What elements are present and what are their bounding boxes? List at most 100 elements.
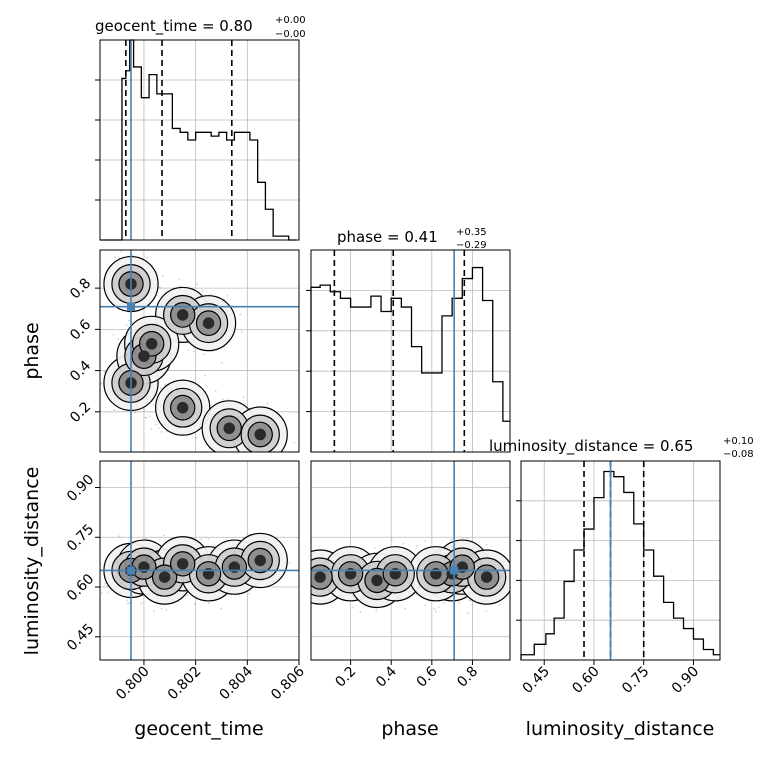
scatter-point	[125, 324, 128, 327]
scatter-point	[163, 383, 166, 386]
scatter-point	[438, 606, 440, 608]
scatter-point	[404, 607, 407, 610]
scatter-point	[113, 409, 115, 411]
scatter-point	[307, 558, 309, 560]
scatter-point	[351, 606, 354, 609]
svg-text:+0.00: +0.00	[275, 15, 306, 26]
scatter-point	[239, 313, 242, 316]
x-tick-label-luminosity_distance: 0.60	[569, 664, 602, 697]
scatter-point	[179, 285, 182, 288]
contour-ellipse	[158, 571, 171, 583]
scatter-point	[220, 607, 223, 610]
x-axis-label-phase: phase	[381, 718, 438, 740]
scatter-point	[514, 607, 516, 609]
scatter-point	[284, 452, 286, 454]
scatter-point	[100, 382, 103, 385]
y-tick-label-luminosity_distance: 0.60	[64, 571, 97, 604]
x-axis-label-luminosity-distance: luminosity_distance	[526, 718, 715, 740]
y-tick-label-phase: 0.8	[67, 275, 94, 302]
scatter-point	[295, 585, 297, 587]
y-axis-label-phase: phase	[21, 322, 43, 379]
scatter-point	[306, 568, 308, 570]
contour-ellipse	[314, 571, 326, 583]
svg-text:phase = 0.41: phase = 0.41	[337, 228, 438, 246]
contour-ellipse	[480, 571, 493, 583]
scatter-point	[207, 538, 210, 540]
scatter-point	[304, 570, 306, 572]
truth-marker	[450, 566, 459, 575]
scatter-point	[468, 599, 471, 602]
scatter-point	[424, 604, 427, 607]
x-tick-label-geocent_time: 0.806	[268, 663, 308, 703]
scatter-point	[144, 537, 147, 540]
svg-text:+0.10: +0.10	[723, 436, 754, 447]
scatter-point	[148, 415, 151, 418]
y-tick-label-phase: 0.2	[67, 399, 94, 426]
scatter-point	[128, 319, 130, 322]
y-tick-label-luminosity_distance: 0.75	[64, 521, 97, 554]
scatter-point	[434, 610, 437, 613]
scatter-point	[416, 545, 418, 547]
scatter-point	[193, 350, 196, 353]
svg-text:−0.29: −0.29	[456, 240, 487, 251]
scatter-point	[233, 453, 235, 455]
truth-marker	[127, 302, 136, 311]
scatter-point	[304, 564, 306, 566]
x-tick-label-geocent_time: 0.800	[113, 664, 153, 704]
x-axis-label-geocent-time: geocent_time	[134, 718, 263, 740]
scatter-point	[247, 592, 250, 595]
scatter-point	[266, 402, 269, 405]
truth-marker	[127, 566, 136, 575]
scatter-point	[186, 594, 189, 597]
scatter-point	[178, 278, 181, 281]
panel-frame	[99, 39, 300, 241]
scatter-point	[402, 542, 405, 545]
scatter-point	[301, 566, 303, 568]
scatter-point	[261, 458, 263, 460]
scatter-point	[196, 283, 199, 286]
contour-ellipse	[223, 422, 235, 435]
scatter-point	[201, 289, 204, 292]
scatter-point	[208, 602, 211, 604]
contour-ellipse	[254, 428, 266, 441]
scatter-point	[187, 348, 190, 351]
scatter-point	[303, 570, 305, 572]
contour-ellipse	[202, 317, 215, 329]
geocent-time-vs-luminosity-distance-panel	[99, 460, 300, 661]
scatter-point	[485, 543, 488, 546]
scatter-point	[498, 603, 501, 606]
scatter-point	[235, 457, 237, 459]
title-geocent-time: geocent_time = 0.80 +0.00 −0.00	[95, 15, 306, 40]
contour-ellipse	[254, 554, 266, 567]
svg-text:−0.08: −0.08	[723, 449, 754, 460]
scatter-point	[205, 536, 207, 539]
x-tick-label-phase: 0.2	[332, 664, 359, 691]
x-tick-label-phase: 0.8	[454, 664, 481, 691]
geocent-time-vs-phase-panel	[99, 249, 300, 460]
phase-histogram-panel	[306, 249, 511, 453]
scatter-point	[433, 607, 436, 610]
scatter-point	[204, 374, 207, 377]
scatter-point	[112, 333, 115, 336]
scatter-point	[304, 569, 306, 571]
scatter-point	[375, 609, 378, 612]
scatter-point	[163, 534, 166, 537]
scatter-point	[161, 274, 164, 277]
scatter-point	[240, 331, 243, 334]
scatter-point	[165, 430, 168, 433]
geocent-time-histogram-panel	[95, 39, 300, 241]
scatter-point	[118, 535, 121, 538]
scatter-point	[511, 587, 513, 589]
scatter-point	[158, 286, 161, 289]
scatter-point	[466, 537, 468, 539]
contour-ellipse	[176, 558, 189, 570]
scatter-point	[242, 536, 245, 539]
scatter-point	[157, 427, 160, 429]
scatter-point	[122, 335, 125, 338]
scatter-point	[308, 568, 310, 570]
scatter-point	[220, 454, 222, 456]
density-layer	[100, 250, 296, 460]
x-tick-label-luminosity_distance: 0.75	[619, 664, 652, 697]
contour-ellipse	[176, 309, 189, 321]
